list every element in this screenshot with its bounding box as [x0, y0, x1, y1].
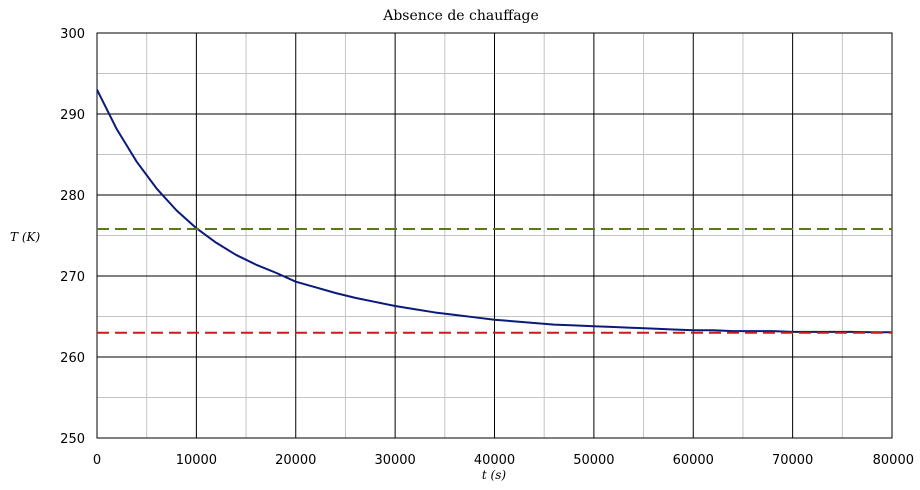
y-tick-label: 300	[60, 27, 85, 42]
y-axis-label: T (K)	[10, 230, 40, 244]
y-tick-label: 250	[60, 432, 85, 447]
x-tick-label: 50000	[573, 453, 614, 468]
y-tick-label: 290	[60, 108, 85, 123]
series-layer	[96, 89, 892, 334]
y-tick-label: 280	[60, 189, 85, 204]
x-tick-label: 20000	[275, 453, 316, 468]
x-tick-label: 60000	[673, 453, 714, 468]
x-axis-label: t (s)	[482, 468, 506, 482]
y-tick-label: 260	[60, 351, 85, 366]
plot-frame	[96, 32, 893, 439]
x-tick-label: 30000	[374, 453, 415, 468]
x-axis-ticks: 0 10000 20000 30000 40000 50000 60000 70000 8000…	[93, 453, 914, 468]
x-tick-label: 10000	[176, 453, 217, 468]
y-tick-label: 270	[60, 270, 85, 285]
x-tick-label: 40000	[474, 453, 515, 468]
x-tick-label: 0	[93, 453, 101, 468]
chart-title: Absence de chauffage	[382, 8, 539, 24]
series-line-temperature	[96, 89, 892, 334]
x-tick-label: 70000	[772, 453, 813, 468]
x-tick-label: 80000	[873, 453, 914, 468]
y-axis-ticks: 250 260 270 280 290 300	[60, 27, 85, 447]
